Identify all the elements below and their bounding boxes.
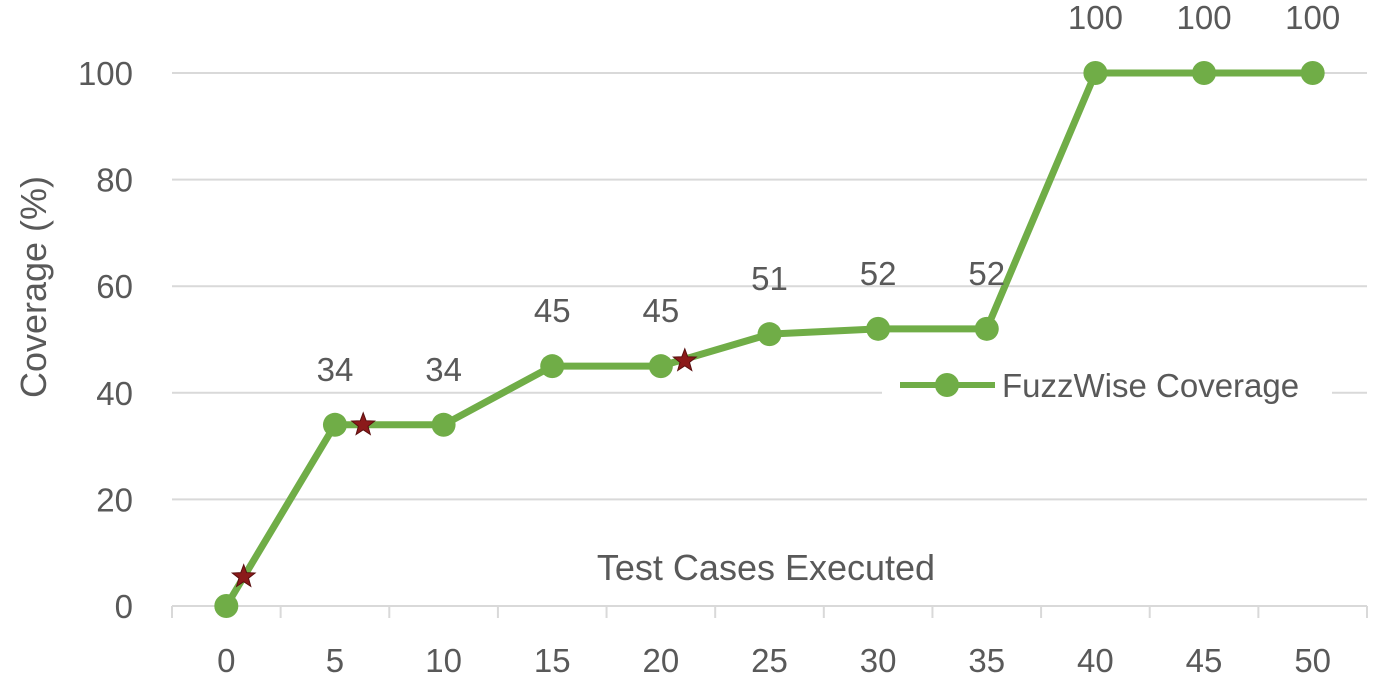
- x-tick-label: 5: [326, 642, 344, 679]
- y-tick-label: 40: [96, 375, 133, 412]
- y-tick-label: 100: [78, 55, 133, 92]
- x-tick-label: 45: [1186, 642, 1223, 679]
- y-tick-label: 20: [96, 481, 133, 518]
- star-markers: [230, 347, 698, 588]
- x-tick-label: 30: [860, 642, 897, 679]
- legend-marker-swatch: [935, 373, 959, 397]
- y-axis: 0 20 40 60 80 100: [78, 55, 133, 625]
- x-tick-label: 25: [751, 642, 788, 679]
- x-tick-label: 15: [534, 642, 571, 679]
- data-label: 100: [1177, 0, 1232, 36]
- x-tick-label: 10: [425, 642, 462, 679]
- y-tick-label: 60: [96, 268, 133, 305]
- data-point: [1192, 61, 1217, 85]
- data-point: [974, 316, 999, 341]
- data-point: [214, 594, 239, 618]
- data-label: 45: [534, 292, 571, 329]
- data-label: 51: [751, 260, 788, 297]
- data-label: 34: [317, 351, 354, 388]
- data-label: 52: [860, 255, 897, 292]
- star-marker: [350, 411, 376, 436]
- data-label: 34: [425, 351, 462, 388]
- star-marker: [230, 563, 257, 588]
- legend-label: FuzzWise Coverage: [1002, 367, 1299, 404]
- data-point: [866, 316, 891, 341]
- data-point: [322, 412, 347, 437]
- x-tick-label: 50: [1294, 642, 1331, 679]
- data-label: 45: [643, 292, 680, 329]
- y-tick-label: 80: [96, 162, 133, 199]
- y-axis-title: Coverage (%): [13, 176, 54, 398]
- data-point: [540, 354, 565, 379]
- legend: FuzzWise Coverage: [882, 360, 1332, 410]
- y-tick-label: 0: [115, 588, 133, 625]
- data-point: [431, 412, 456, 437]
- x-tick-label: 0: [217, 642, 235, 679]
- data-point: [648, 354, 673, 379]
- data-point: [757, 322, 782, 347]
- x-axis-title: Test Cases Executed: [597, 547, 935, 588]
- data-point: [1300, 61, 1325, 85]
- x-axis: 0 5 10 15 20 25 30 35 40 45 50: [171, 605, 1368, 679]
- data-label: 100: [1285, 0, 1340, 36]
- data-label: 100: [1068, 0, 1123, 36]
- data-point: [1083, 61, 1108, 85]
- x-tick-label: 20: [643, 642, 680, 679]
- data-labels: 34 34 45 45 51 52 52 100 100 100: [317, 0, 1341, 388]
- x-tick-label: 40: [1077, 642, 1114, 679]
- data-label: 52: [968, 255, 1005, 292]
- x-tick-label: 35: [968, 642, 1005, 679]
- star-marker: [672, 347, 698, 372]
- series-fuzzwise-coverage: [214, 61, 1325, 618]
